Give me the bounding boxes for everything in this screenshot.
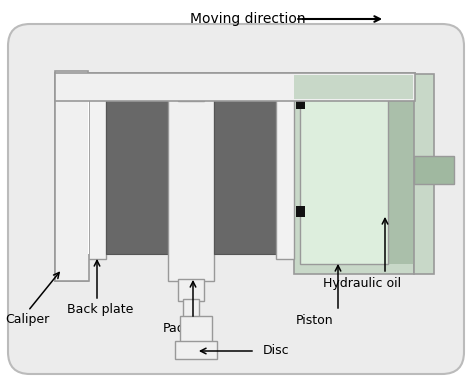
Bar (106, 86, 168, 254)
Bar (414, 156, 454, 184)
Text: Hydraulic oil: Hydraulic oil (323, 277, 401, 291)
Bar (183, 299, 199, 317)
Bar (178, 83, 204, 101)
Bar (55, 99, 89, 281)
Bar (180, 316, 212, 344)
Bar (414, 74, 434, 274)
Bar (168, 83, 214, 281)
Bar (276, 81, 294, 259)
Bar (294, 74, 414, 274)
Bar (296, 206, 305, 217)
Bar (88, 79, 89, 254)
Bar (294, 73, 415, 101)
Bar (175, 341, 217, 359)
Bar (178, 279, 204, 301)
Bar (300, 86, 388, 264)
Text: Piston: Piston (296, 314, 334, 328)
Text: Back plate: Back plate (67, 303, 133, 317)
Text: Moving direction: Moving direction (190, 12, 306, 26)
Bar (55, 71, 88, 281)
Bar (55, 73, 415, 101)
Bar (88, 81, 106, 259)
Bar (294, 75, 413, 99)
Text: Disc: Disc (263, 345, 290, 357)
Text: Pad: Pad (163, 322, 185, 335)
Bar (434, 74, 454, 274)
FancyBboxPatch shape (8, 24, 464, 374)
Bar (214, 86, 276, 254)
Bar (55, 73, 415, 101)
Bar (296, 98, 305, 109)
Bar (388, 86, 414, 264)
Text: Caliper: Caliper (5, 312, 49, 326)
